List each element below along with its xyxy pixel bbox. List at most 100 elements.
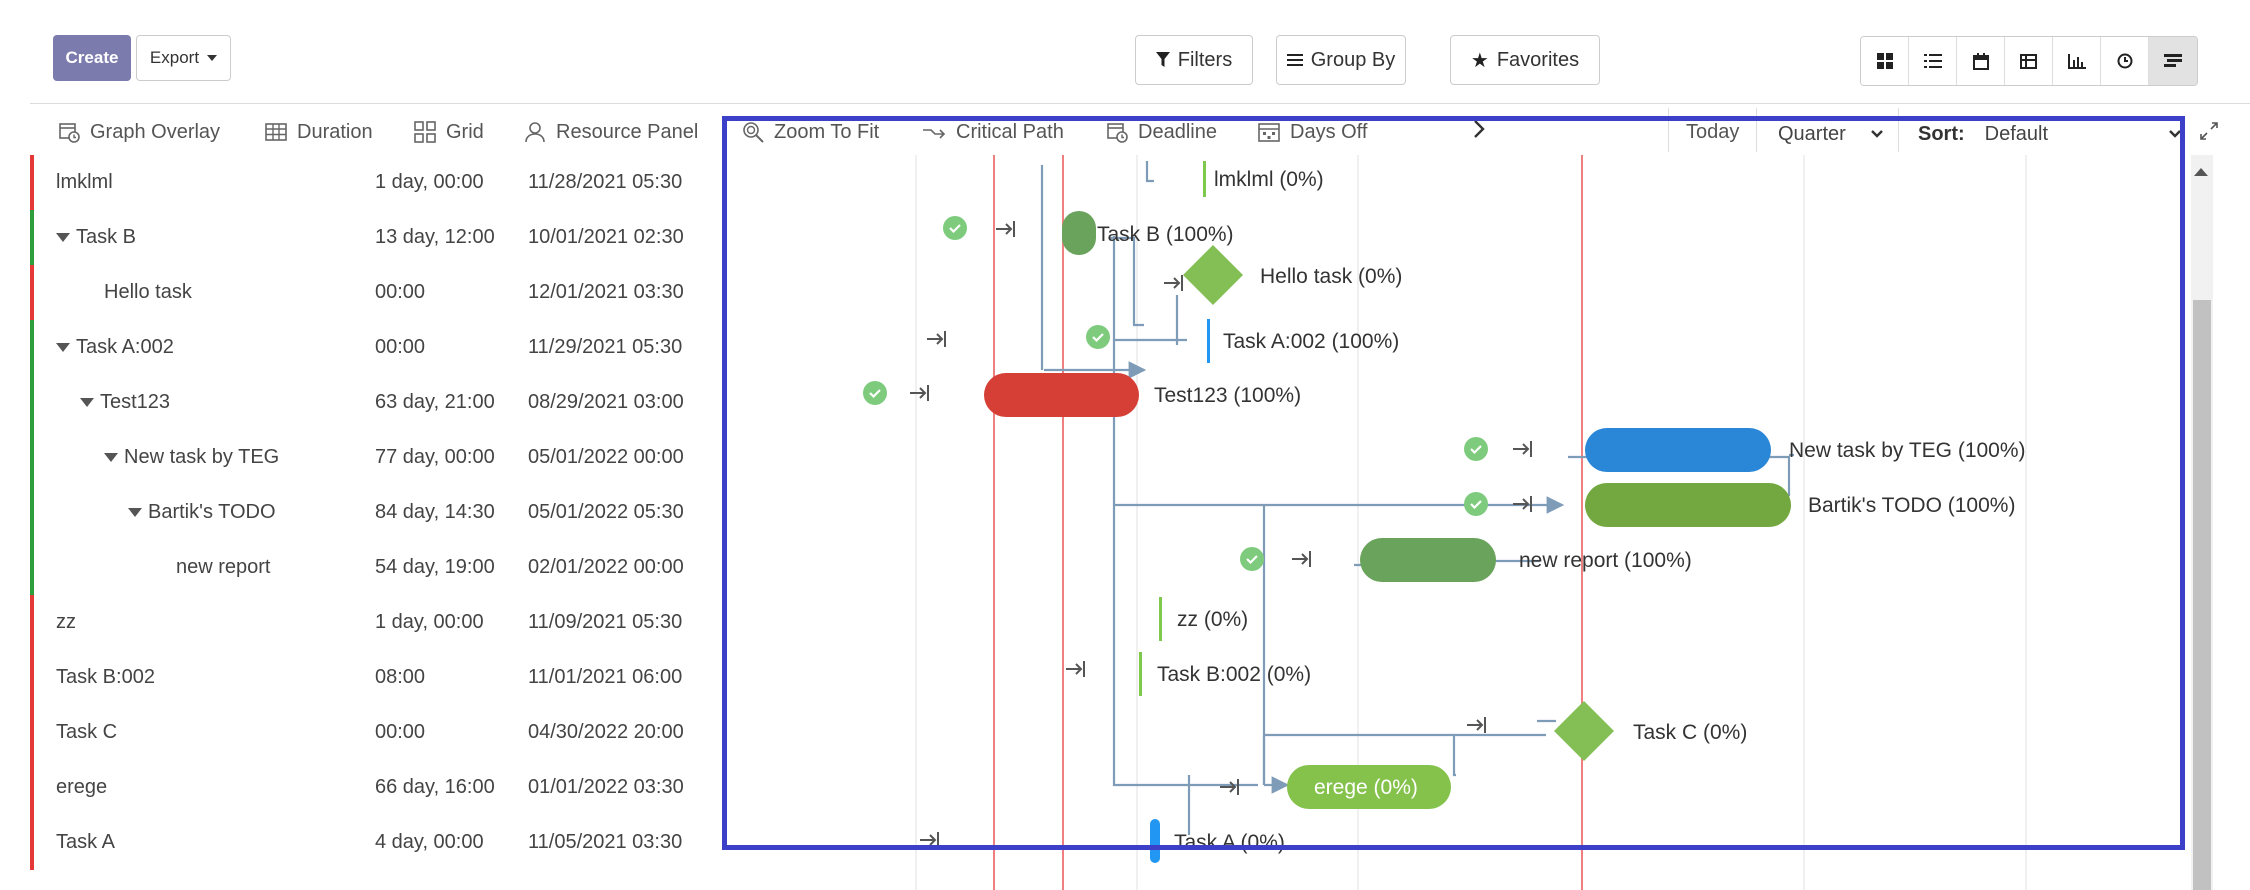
- sort-control[interactable]: Sort: Default: [1918, 118, 2182, 150]
- graph-overlay-button[interactable]: Graph Overlay: [58, 116, 220, 148]
- task-grid-row[interactable]: lmklml 1 day, 00:00 11/28/2021 05:30: [30, 155, 690, 210]
- favorites-button[interactable]: ★ Favorites: [1450, 35, 1600, 85]
- bar-task-b-002: [1139, 652, 1142, 696]
- status-indicator: [30, 430, 34, 485]
- list-view-icon[interactable]: [1909, 37, 1957, 85]
- task-name: erege: [56, 776, 108, 798]
- task-grid-row[interactable]: Hello task 00:00 12/01/2021 03:30: [30, 265, 690, 320]
- group-by-button[interactable]: Group By: [1276, 35, 1406, 85]
- task-start-date: 05/01/2022 05:30: [528, 501, 684, 523]
- scroll-up-icon[interactable]: [2194, 168, 2208, 176]
- toolbar-divider: [1756, 108, 1757, 152]
- task-grid-row[interactable]: Bartik's TODO 84 day, 14:30 05/01/2022 05:…: [30, 485, 690, 540]
- duration-button[interactable]: Duration: [265, 116, 373, 148]
- bar-labels: lmklml (0%) Task B (100%) Hello task (0%…: [1097, 168, 2026, 854]
- task-duration: 1 day, 00:00: [375, 611, 484, 633]
- create-button[interactable]: Create: [53, 35, 131, 81]
- task-grid-row[interactable]: New task by TEG 77 day, 00:00 05/01/2022 0…: [30, 430, 690, 485]
- toolbar-divider: [1668, 108, 1669, 152]
- task-start-date: 11/09/2021 05:30: [528, 611, 683, 633]
- calendar-clock-icon: [1107, 123, 1128, 143]
- filters-label: Filters: [1177, 48, 1233, 71]
- graph-view-icon[interactable]: [2053, 37, 2101, 85]
- task-start-date: 12/01/2021 03:30: [528, 281, 684, 303]
- status-indicator: [30, 705, 34, 760]
- task-duration: 00:00: [375, 336, 426, 358]
- favorites-label: Favorites: [1496, 48, 1580, 71]
- task-grid-row[interactable]: Task B:002 08:00 11/01/2021 06:00: [30, 650, 690, 705]
- task-start-date: 01/01/2022 03:30: [528, 776, 684, 798]
- task-start-date: 11/05/2021 03:30: [528, 831, 683, 853]
- label-bartik-todo: Bartik's TODO (100%): [1808, 494, 2015, 517]
- label-lmklml: lmklml (0%): [1214, 168, 1324, 191]
- today-label: Today: [1686, 120, 1740, 143]
- label-new-report: new report (100%): [1519, 549, 1692, 572]
- status-indicator: [30, 485, 34, 540]
- task-grid-row[interactable]: erege 66 day, 16:00 01/01/2022 03:30: [30, 760, 690, 815]
- pivot-view-icon[interactable]: [2005, 37, 2053, 85]
- task-grid-row[interactable]: Task C 00:00 04/30/2022 20:00: [30, 705, 690, 760]
- task-name: Bartik's TODO: [148, 501, 276, 523]
- bar-task-a-002: [1207, 319, 1210, 363]
- today-button[interactable]: Today: [1686, 116, 1739, 148]
- milestone-task-c: [1554, 701, 1614, 761]
- label-new-task-teg: New task by TEG (100%): [1789, 439, 2026, 462]
- caret-down-icon[interactable]: [104, 453, 118, 462]
- list-icon: [1286, 54, 1303, 66]
- status-indicator: [30, 320, 34, 375]
- bar-test123: [984, 373, 1139, 417]
- bar-task-b: [1062, 211, 1096, 255]
- task-duration: 08:00: [375, 666, 426, 688]
- export-button[interactable]: Export: [136, 35, 231, 81]
- scale-select[interactable]: Quarter: [1778, 118, 1884, 150]
- zoom-to-fit-button[interactable]: Zoom To Fit: [742, 116, 879, 148]
- bar-erege: [1287, 765, 1451, 809]
- chevron-down-icon: [2169, 130, 2181, 138]
- sort-value: Default: [1984, 122, 2049, 145]
- filter-icon: [1155, 52, 1170, 67]
- label-task-c: Task C (0%): [1633, 721, 1747, 744]
- grid-button[interactable]: Grid: [414, 116, 484, 148]
- task-grid-row[interactable]: new report 54 day, 19:00 02/01/2022 00:00: [30, 540, 690, 595]
- task-grid-row[interactable]: Task A 4 day, 00:00 11/05/2021 03:30: [30, 815, 690, 870]
- duration-label: Duration: [297, 120, 373, 143]
- task-grid-row[interactable]: Test123 63 day, 21:00 08/29/2021 03:00: [30, 375, 690, 430]
- status-indicator: [30, 650, 34, 705]
- task-duration: 54 day, 19:00: [375, 556, 495, 578]
- task-duration: 00:00: [375, 281, 426, 303]
- bar-lmklml: [1203, 161, 1206, 197]
- status-indicator: [30, 815, 34, 870]
- kanban-view-icon[interactable]: [1861, 37, 1909, 85]
- days-off-button[interactable]: Days Off: [1258, 116, 1367, 148]
- bar-bartik-todo: [1585, 483, 1791, 527]
- critical-path-button[interactable]: Critical Path: [922, 116, 1064, 148]
- caret-down-icon[interactable]: [56, 233, 70, 242]
- filters-button[interactable]: Filters: [1135, 35, 1253, 85]
- task-grid-row[interactable]: Task B 13 day, 12:00 10/01/2021 02:30: [30, 210, 690, 265]
- caret-down-icon[interactable]: [80, 398, 94, 407]
- chevron-right-icon[interactable]: [1472, 118, 1486, 145]
- activity-view-icon[interactable]: [2101, 37, 2149, 85]
- graph-overlay-label: Graph Overlay: [90, 120, 221, 143]
- task-grid-row[interactable]: zz 1 day, 00:00 11/09/2021 05:30: [30, 595, 690, 650]
- resource-panel-button[interactable]: Resource Panel: [524, 116, 698, 148]
- task-name: Task C: [56, 721, 118, 743]
- user-icon: [525, 122, 545, 143]
- deadline-label: Deadline: [1138, 120, 1217, 143]
- sort-label: Sort:: [1918, 122, 1965, 145]
- scrollbar-thumb[interactable]: [2193, 300, 2211, 890]
- done-check-icons: [863, 216, 1488, 571]
- task-grid-row[interactable]: Task A:002 00:00 11/29/2021 05:30: [30, 320, 690, 375]
- grid-label: Grid: [446, 120, 484, 143]
- label-test123: Test123 (100%): [1154, 384, 1301, 407]
- label-task-a: Task A (0%): [1174, 831, 1285, 854]
- expand-icon[interactable]: [2198, 120, 2220, 147]
- grid-lines: [915, 155, 2027, 890]
- gantt-canvas: lmklml (0%) Task B (100%) Hello task (0%…: [863, 155, 2027, 890]
- calendar-view-icon[interactable]: [1957, 37, 2005, 85]
- calendar-off-icon: [1258, 123, 1280, 142]
- gantt-view-icon[interactable]: [2149, 37, 2197, 85]
- deadline-button[interactable]: Deadline: [1106, 116, 1217, 148]
- caret-down-icon[interactable]: [128, 508, 142, 517]
- caret-down-icon[interactable]: [56, 343, 70, 352]
